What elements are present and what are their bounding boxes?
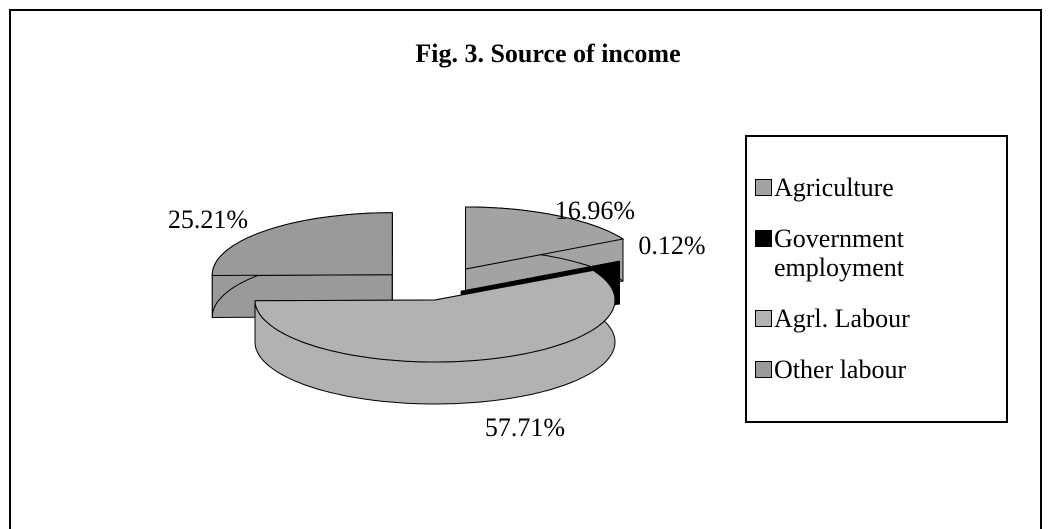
legend-swatch — [755, 361, 772, 378]
legend-swatch — [755, 179, 772, 196]
legend-label: Other labour — [774, 355, 907, 384]
slice — [254, 269, 616, 363]
legend-item: Agrl. Labour — [755, 304, 1006, 333]
slice — [211, 212, 393, 277]
legend-swatch — [755, 310, 772, 327]
data-label: 0.12% — [638, 231, 705, 260]
slice-side — [618, 260, 620, 306]
data-label: 25.21% — [168, 205, 248, 234]
legend-swatch — [755, 230, 772, 247]
legend-item: Government employment — [755, 224, 1006, 282]
legend-item: Agriculture — [755, 173, 1006, 202]
chart-title: Fig. 3. Source of income — [415, 39, 680, 68]
legend-label: Agrl. Labour — [774, 304, 910, 333]
slice — [461, 260, 621, 292]
legend-label: Agriculture — [774, 173, 894, 202]
legend: Agriculture Government employment Agrl. La… — [745, 135, 1008, 423]
legend-label: Government employment — [774, 224, 904, 282]
chart-frame — [9, 9, 1042, 529]
slice — [465, 206, 625, 270]
data-label: 16.96% — [555, 196, 635, 225]
legend-item: Other labour — [755, 355, 1006, 384]
data-label: 57.71% — [485, 413, 565, 442]
